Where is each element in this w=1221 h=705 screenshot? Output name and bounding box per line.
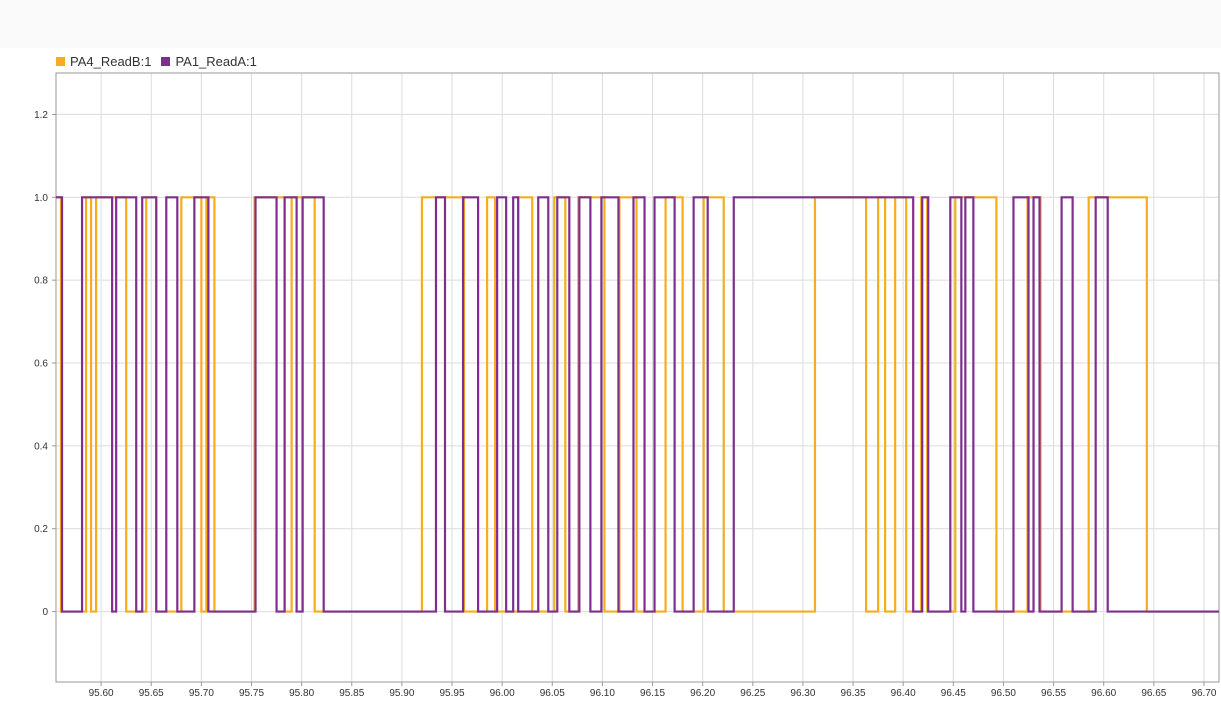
x-tick-label: 96.00 [490,688,515,699]
y-tick-label: 0.8 [34,276,48,287]
y-tick-label: 0.2 [34,524,48,535]
y-tick-label: 1.0 [34,193,48,204]
x-tick-label: 96.10 [590,688,615,699]
x-tick-label: 96.35 [841,688,866,699]
x-tick-label: 95.85 [339,688,364,699]
y-tick-label: 0 [42,607,48,618]
x-tick-label: 95.75 [239,688,264,699]
x-tick-label: 96.20 [690,688,715,699]
x-tick-label: 95.65 [139,688,164,699]
x-tick-label: 96.55 [1041,688,1066,699]
x-tick-label: 96.40 [891,688,916,699]
series-line-pa1-reada-1 [56,196,1219,613]
x-tick-label: 95.90 [389,688,414,699]
x-tick-label: 96.50 [991,688,1016,699]
y-tick-label: 0.6 [34,359,48,370]
x-tick-label: 95.95 [440,688,465,699]
x-tick-label: 96.45 [941,688,966,699]
x-tick-label: 95.60 [89,688,114,699]
x-tick-label: 96.25 [740,688,765,699]
x-tick-label: 96.60 [1091,688,1116,699]
legend: PA4_ReadB:1 PA1_ReadA:1 [56,53,257,69]
x-tick-label: 95.70 [189,688,214,699]
plot-frame [55,72,1220,683]
legend-label-pa1-reada: PA1_ReadA:1 [175,53,257,69]
x-tick-label: 96.65 [1141,688,1166,699]
y-tick-label: 0.4 [34,441,48,452]
x-tick-label: 96.30 [790,688,815,699]
legend-swatch-pa4-readb [56,56,65,66]
x-tick-label: 96.70 [1191,688,1216,699]
x-tick-label: 96.05 [540,688,565,699]
legend-label-pa4-readb: PA4_ReadB:1 [70,53,152,69]
x-tick-label: 95.80 [289,688,314,699]
x-tick-label: 96.15 [640,688,665,699]
y-tick-label: 1.2 [34,110,48,121]
toolbar-strip [0,0,1221,48]
legend-item-pa1-reada[interactable]: PA1_ReadA:1 [161,53,257,69]
legend-item-pa4-readb[interactable]: PA4_ReadB:1 [56,54,151,69]
legend-swatch-pa1-reada [161,56,171,66]
